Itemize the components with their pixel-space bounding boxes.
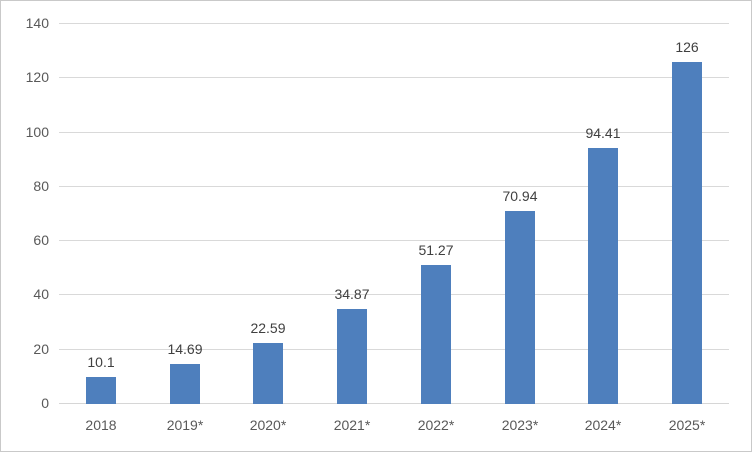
- gridline: [59, 23, 729, 24]
- bar-2019: [170, 364, 200, 404]
- data-label: 22.59: [250, 320, 286, 336]
- gridline: [59, 132, 729, 133]
- data-label: 10.1: [87, 354, 115, 370]
- x-axis-tick-label: 2023*: [501, 417, 539, 433]
- data-label: 94.41: [585, 125, 621, 141]
- x-axis-tick-label: 2018: [85, 417, 117, 433]
- data-label: 70.94: [502, 188, 538, 204]
- data-label: 51.27: [418, 242, 454, 258]
- bar-2023: [505, 211, 535, 404]
- y-axis-tick-label: 80: [33, 178, 49, 194]
- x-axis-tick-label: 2021*: [333, 417, 371, 433]
- bar-2020: [253, 343, 283, 404]
- gridline: [59, 77, 729, 78]
- bar-2025: [672, 62, 702, 404]
- gridline: [59, 186, 729, 187]
- x-axis-line: [59, 403, 729, 404]
- gridline: [59, 349, 729, 350]
- y-axis-tick-label: 120: [25, 69, 49, 85]
- y-axis-tick-label: 0: [41, 395, 49, 411]
- x-axis-tick-label: 2020*: [249, 417, 287, 433]
- data-label: 34.87: [334, 286, 370, 302]
- x-axis-tick-label: 2019*: [166, 417, 204, 433]
- x-axis-tick-label: 2022*: [417, 417, 455, 433]
- y-axis-tick-label: 40: [33, 286, 49, 302]
- y-axis-tick-label: 140: [25, 15, 49, 31]
- y-axis-tick-label: 100: [25, 124, 49, 140]
- x-axis-tick-label: 2024*: [584, 417, 622, 433]
- y-axis-tick-label: 60: [33, 232, 49, 248]
- gridline: [59, 240, 729, 241]
- bar-2024: [588, 148, 618, 404]
- bar-2021: [337, 309, 367, 404]
- y-axis-tick-label: 20: [33, 341, 49, 357]
- data-label: 14.69: [167, 341, 203, 357]
- bar-2022: [421, 265, 451, 404]
- data-label: 126: [675, 39, 699, 55]
- gridline: [59, 294, 729, 295]
- bar-2018: [86, 377, 116, 404]
- x-axis-tick-label: 2025*: [668, 417, 706, 433]
